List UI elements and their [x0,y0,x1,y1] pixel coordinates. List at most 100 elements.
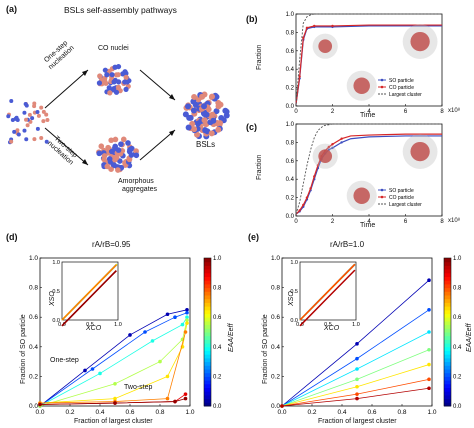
gas-particle [35,126,40,131]
aggregate-particle [96,150,103,157]
bsl-particle [191,93,198,100]
panel-e-point [427,362,431,367]
panel-e-point [427,308,431,312]
panel-d-inset-trajectory [61,264,117,321]
gas-particle [9,98,14,103]
gas-particle [15,128,20,133]
panel-d-colorbar-segment [204,280,211,285]
panel-e-ytick-label: 0.0 [271,403,280,410]
panel-e-xtick-label: 0.8 [397,409,406,416]
nucleus-particle [112,64,118,70]
panel-e-xtick-label: 0.4 [337,409,346,416]
aggregate-particle [125,140,131,146]
panel-d-colorbar-segment [204,261,211,266]
nucleus-particle [123,74,129,80]
nucleus-particle [97,73,103,79]
panel-c-xtick-label: 6 [404,219,408,225]
panel-c-xexp: x10⁸ [448,218,461,224]
aggregate-particle [127,146,133,153]
panel-d-colorbar-segment [204,320,211,326]
panel-e-colorbar-segment [444,313,451,318]
aggregate-particle [115,167,121,173]
gas-particle [39,135,44,140]
panel-d-colorbar-segment [204,328,211,333]
panel-e-colorbar-segment [444,295,451,300]
panel-a-particles [6,63,230,173]
panel-d-colorbar-segment [204,372,211,377]
panel-c-ytick-label: 0.0 [286,214,295,220]
panel-c-legend-marker [380,195,384,199]
panel-e-trajectory [281,364,430,407]
panel-c-point [340,137,343,140]
panel-c-legend-label: CO particle [389,195,414,201]
bsl-particle [215,126,222,133]
panel-e-ytick-label: 1.0 [271,255,280,262]
panel-d-point [158,359,162,364]
bsl-particle [190,98,197,105]
panel-d-colorbar-tick-label: 0.8 [213,286,222,292]
panel-d-inset-trajectory [61,270,117,327]
panel-e-colorbar-segment [444,372,451,377]
gas-particle [32,137,37,142]
bsl-particle [185,124,192,131]
panel-b-ytick-label: 0.4 [286,67,295,73]
panel-b-xtick-label: 0 [294,109,298,115]
panel-c-ytick-label: 0.2 [286,196,295,202]
bsl-particle [190,107,197,114]
panel-d-xtick-label: 0.4 [95,409,104,416]
panel-c-xlabel: Time [360,222,376,229]
aggregate-particle [133,148,139,154]
panel-e-xtick-label: 0.6 [367,409,376,416]
panel-e-point [355,396,359,401]
panel-e-point [355,377,359,382]
panel-b-xtick-label: 2 [331,109,335,115]
panel-d-label: (d) [6,232,18,242]
panel-e-colorbar-segment [444,258,451,263]
panel-e-colorbar-segment [444,272,451,277]
panel-e-point [355,356,359,361]
panel-e-colorbar-segment [444,280,451,285]
gas-particle [35,110,40,115]
panel-d-colorbar-segment [204,291,211,296]
panel-c-point [327,145,331,149]
panel-d-frame [39,257,191,407]
nucleus-particle [116,79,122,85]
gas-particle [9,139,14,144]
panel-c-ytick-label: 1.0 [286,122,295,128]
panel-d-colorbar-segment [204,335,211,340]
gas-particle [45,118,50,123]
aggregate-particle [133,152,140,159]
panel-d-xtick-label: 0.6 [125,409,134,416]
panel-e-colorbar-segment [444,332,451,337]
panel-b-ytick-label: 1.0 [286,12,295,18]
bsl-particle [213,108,220,115]
panel-c-ytick-label: 0.4 [286,177,295,183]
panel-d-colorbar-segment [204,343,211,348]
panel-d-point [165,374,170,379]
bsl-particle [185,103,192,110]
nucleus-particle [107,90,113,96]
nucleus-particle [123,86,129,92]
panel-d-ylabel: Fraction of SO particle [20,314,27,384]
panel-e-colorbar-segment [444,302,451,307]
aggregate-particle [112,136,119,143]
panel-d-xtick-label: 1.0 [185,409,194,416]
panel-e-inset-ytick-label: 0.0 [290,318,298,324]
aggregate-particle [106,156,113,162]
panel-d-colorbar-segment [204,302,211,307]
panel-d-ytick-label: 0.6 [29,314,38,321]
panel-e-xlabel: Fraction of largest cluster [318,418,397,425]
nucleus-particle [102,67,108,73]
panel-d-colorbar-segment [204,391,211,396]
panel-b-legend-marker [380,78,384,82]
panel-e-xtick-label: 1.0 [427,409,436,416]
panel-e-colorbar-segment [444,339,451,344]
panel-b-ytick-label: 0.0 [286,104,295,110]
panel-d-point [143,330,147,334]
gas-particle [41,119,46,124]
panel-d-colorbar-segment [204,272,211,277]
panel-d-point [38,402,42,407]
bsl-particle [201,117,208,124]
panel-d-point [83,368,87,373]
panel-e-ytick-label: 0.6 [271,314,280,321]
